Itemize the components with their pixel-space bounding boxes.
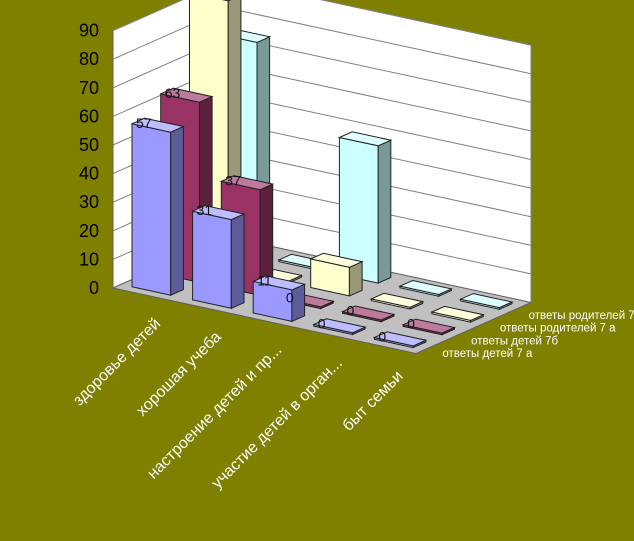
y-tick-label: 90 [79,21,99,41]
data-label: 37 [225,172,241,188]
series-label: ответы родителей 7 а [500,323,616,335]
bar [251,275,307,323]
category-label: настроение детей и пр... [144,342,285,483]
y-tick-label: 40 [79,164,99,184]
bar-side [377,139,392,284]
data-label: 57 [136,115,152,131]
bar-top [251,275,307,291]
bar [398,279,454,297]
bar-side [291,283,306,323]
bar-top [458,293,514,309]
series-label: ответы детей 7б [471,335,558,347]
y-axis-tick-labels: 0 10 20 30 40 50 60 70 80 90 [79,21,99,298]
bar [369,292,425,310]
bar-top [372,331,428,347]
y-tick-label: 60 [79,106,99,126]
bar [309,252,364,297]
bar-top [190,205,246,221]
bar-top [219,175,275,191]
data-label: 0 [347,303,355,319]
y-tick-label: 20 [79,221,99,241]
category-label: быт семьи [340,368,407,435]
data-label: 0 [318,315,326,331]
bar-side [170,125,184,296]
bar [337,131,393,284]
bar-top [340,305,396,321]
data-label: 63 [165,85,181,101]
bar [458,293,514,311]
bar [130,117,185,296]
y-tick-label: 50 [79,135,99,155]
bars: 0 0 0 37 63 0 0 11 31 57 [130,0,514,349]
y-tick-label: 0 [89,278,99,298]
bar-top [312,318,367,334]
bar-front [192,210,232,309]
bar-top [369,292,425,308]
bar-top [222,0,232,2]
bar [190,205,246,310]
category-label: участие детей в орган... [209,355,346,492]
bar [312,318,367,336]
bar-top [159,87,214,103]
bar [401,318,457,336]
data-label: 0 [378,328,386,344]
bar-top [130,117,185,133]
y-tick-label: 80 [79,49,99,69]
data-label: 0 [286,290,294,306]
gridline [112,0,532,46]
bar [372,331,428,349]
data-label: 11 [257,273,272,289]
bar-side [230,213,245,310]
data-label: 31 [197,202,213,218]
y-tick-label: 30 [79,192,99,212]
bar-top [430,305,485,321]
bar [340,305,396,323]
bar-top [401,318,457,334]
bar [430,305,485,323]
data-label: 0 [407,316,415,332]
series-label: ответы детей 7 а [442,348,533,360]
y-tick-label: 10 [79,249,99,269]
bar-top [309,252,364,268]
series-label: ответы родителей 7 б [529,310,634,322]
bar-front [131,123,172,296]
bar-top [337,131,393,147]
bar-top [398,279,454,296]
y-tick-label: 70 [79,78,99,98]
